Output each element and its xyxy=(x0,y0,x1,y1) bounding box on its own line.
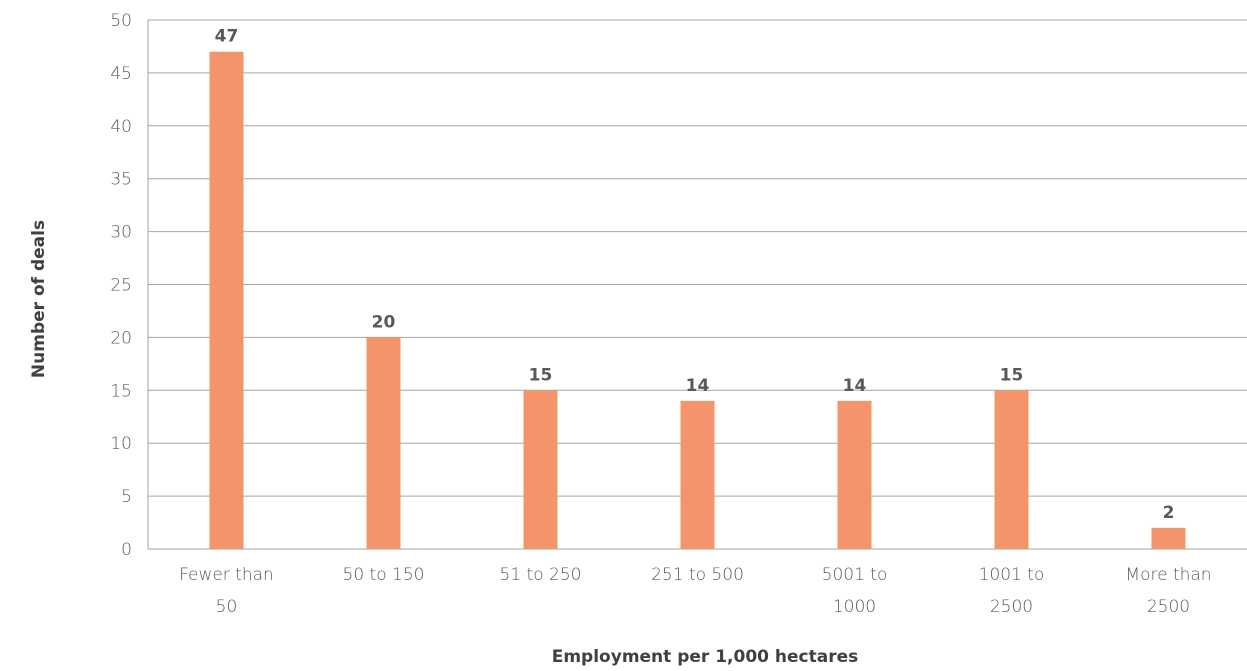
bar xyxy=(680,400,715,549)
data-label: 20 xyxy=(372,312,396,332)
y-tick-label: 50 xyxy=(110,11,132,31)
data-label: 47 xyxy=(215,27,239,47)
y-tick-label: 20 xyxy=(110,328,132,348)
y-tick-label: 40 xyxy=(110,117,132,137)
x-tick-label: 50 to 150 xyxy=(343,565,425,585)
x-tick-labels: Fewer than 50 50 to 150 51 to 250 251 to 500… xyxy=(179,565,1211,617)
y-tick-label: 10 xyxy=(110,434,132,454)
y-tick-label: 15 xyxy=(110,381,132,401)
x-tick-label: 5001 to 1000 xyxy=(822,565,888,617)
bar xyxy=(994,390,1029,549)
bar xyxy=(366,337,401,549)
bar xyxy=(209,51,244,550)
y-tick-label: 45 xyxy=(110,64,132,84)
y-tick-label: 5 xyxy=(121,487,132,507)
data-label: 15 xyxy=(529,365,553,385)
x-axis-title: Employment per 1,000 hectares xyxy=(552,647,859,667)
x-tick-label: 51 to 250 xyxy=(500,565,582,585)
data-label: 15 xyxy=(1000,365,1024,385)
bar xyxy=(1151,527,1186,549)
y-tick-label: 25 xyxy=(110,276,132,296)
y-tick-label: 35 xyxy=(110,170,132,190)
data-label: 14 xyxy=(686,376,710,396)
y-tick-label: 0 xyxy=(121,540,132,560)
bars xyxy=(209,51,1186,550)
x-tick-label: More than 2500 xyxy=(1125,565,1211,617)
bar xyxy=(523,390,558,549)
x-tick-label: 1001 to 2500 xyxy=(979,565,1045,617)
data-label: 2 xyxy=(1163,503,1175,523)
bar xyxy=(837,400,872,549)
y-tick-label: 30 xyxy=(110,223,132,243)
x-tick-label: Fewer than 50 xyxy=(179,565,274,617)
y-axis-title: Number of deals xyxy=(29,220,49,378)
data-labels: 47 20 15 14 14 15 2 xyxy=(215,27,1175,523)
gridlines xyxy=(147,19,1247,550)
x-tick-label: 251 to 500 xyxy=(651,565,744,585)
data-label: 14 xyxy=(843,376,867,396)
y-tick-labels: 0 5 10 15 20 25 30 35 40 45 50 xyxy=(110,11,132,560)
